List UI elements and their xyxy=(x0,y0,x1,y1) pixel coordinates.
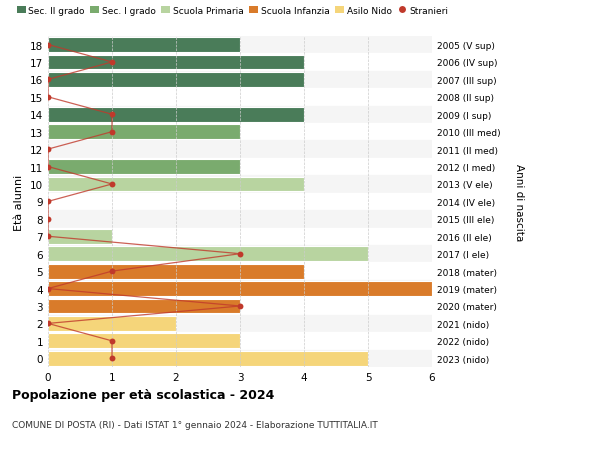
Bar xyxy=(48,299,240,313)
Point xyxy=(43,198,53,206)
Bar xyxy=(48,246,432,263)
Point xyxy=(43,320,53,327)
Point xyxy=(43,94,53,101)
Y-axis label: Anni di nascita: Anni di nascita xyxy=(514,163,524,241)
Text: Popolazione per età scolastica - 2024: Popolazione per età scolastica - 2024 xyxy=(12,388,274,401)
Bar xyxy=(48,141,432,158)
Bar xyxy=(48,281,432,297)
Bar xyxy=(48,72,432,89)
Point xyxy=(235,302,245,310)
Bar xyxy=(48,297,432,315)
Point xyxy=(43,163,53,171)
Bar xyxy=(48,228,432,246)
Bar xyxy=(48,193,432,211)
Point xyxy=(107,129,117,136)
Point xyxy=(43,233,53,241)
Bar xyxy=(48,351,368,366)
Bar xyxy=(48,106,432,123)
Bar xyxy=(48,125,240,140)
Point xyxy=(235,251,245,258)
Bar xyxy=(48,89,432,106)
Point xyxy=(43,77,53,84)
Bar xyxy=(48,230,112,244)
Text: COMUNE DI POSTA (RI) - Dati ISTAT 1° gennaio 2024 - Elaborazione TUTTITALIA.IT: COMUNE DI POSTA (RI) - Dati ISTAT 1° gen… xyxy=(12,420,378,429)
Point xyxy=(43,285,53,292)
Bar xyxy=(48,350,432,367)
Bar xyxy=(48,334,240,348)
Bar xyxy=(48,247,368,262)
Bar xyxy=(48,158,432,176)
Bar xyxy=(48,56,304,70)
Bar xyxy=(48,316,176,331)
Bar xyxy=(48,38,240,53)
Bar xyxy=(48,123,432,141)
Point xyxy=(107,268,117,275)
Bar xyxy=(48,160,240,174)
Point xyxy=(107,112,117,119)
Point xyxy=(107,355,117,362)
Bar xyxy=(48,54,432,72)
Point xyxy=(43,146,53,153)
Point xyxy=(107,59,117,67)
Y-axis label: Età alunni: Età alunni xyxy=(14,174,25,230)
Bar xyxy=(48,332,432,350)
Bar xyxy=(48,177,304,192)
Point xyxy=(43,42,53,49)
Point xyxy=(43,216,53,223)
Bar xyxy=(48,263,432,280)
Point xyxy=(107,337,117,345)
Point xyxy=(107,181,117,188)
Bar xyxy=(48,280,432,297)
Legend: Sec. II grado, Sec. I grado, Scuola Primaria, Scuola Infanzia, Asilo Nido, Stran: Sec. II grado, Sec. I grado, Scuola Prim… xyxy=(17,7,448,16)
Bar xyxy=(48,176,432,193)
Bar xyxy=(48,264,304,279)
Bar xyxy=(48,315,432,332)
Bar xyxy=(48,107,304,123)
Bar xyxy=(48,211,432,228)
Bar xyxy=(48,37,432,54)
Bar xyxy=(48,73,304,88)
